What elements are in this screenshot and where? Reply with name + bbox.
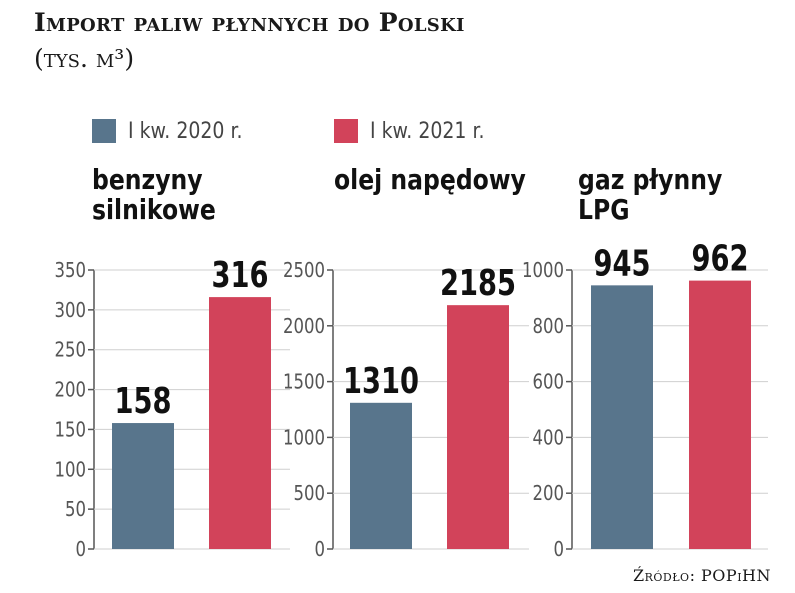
tick-label-gaz: 200 <box>533 481 565 505</box>
tick-label-benzyny: 250 <box>55 338 87 362</box>
legend-item-2020: I kw. 2020 r. <box>92 118 261 144</box>
source-note: Źródło: POPiHN <box>632 566 771 585</box>
panel-title-gaz: gaz płynny LPG <box>578 163 723 226</box>
tick-label-benzyny: 300 <box>55 298 87 322</box>
tick-label-benzyny: 0 <box>76 537 87 561</box>
tick-label-olej: 0 <box>315 537 326 561</box>
data-label-gaz-2020: 945 <box>594 243 651 284</box>
bar-olej-2020 <box>350 402 412 549</box>
data-label-olej-2021: 2185 <box>440 263 516 304</box>
tick-label-benzyny: 50 <box>65 497 86 521</box>
data-label-olej-2020: 1310 <box>343 361 419 402</box>
tick-label-olej: 1500 <box>283 370 325 394</box>
bar-benzyny-2020 <box>112 423 174 549</box>
legend-item-2021: I kw. 2021 r. <box>334 118 503 144</box>
chart-title: Import paliw płynnych do Polski <box>34 8 465 37</box>
data-label-benzyny-2020: 158 <box>115 381 172 422</box>
tick-label-olej: 500 <box>294 481 326 505</box>
bar-olej-2021 <box>447 305 509 549</box>
tick-label-olej: 2000 <box>283 314 325 338</box>
tick-label-benzyny: 200 <box>55 378 87 402</box>
legend-label-2021: I kw. 2021 r. <box>370 118 485 144</box>
panel-title-olej: olej napędowy <box>334 163 526 196</box>
bar-gaz-2020 <box>591 285 653 549</box>
legend-swatch-2021 <box>334 119 358 143</box>
legend-swatch-2020 <box>92 119 116 143</box>
tick-label-olej: 1000 <box>283 425 325 449</box>
chart-unit: (tys. m³) <box>34 44 135 73</box>
tick-label-gaz: 400 <box>533 425 565 449</box>
tick-label-gaz: 0 <box>554 537 565 561</box>
data-label-gaz-2021: 962 <box>692 239 749 280</box>
tick-label-gaz: 1000 <box>522 258 564 282</box>
tick-label-gaz: 800 <box>533 314 565 338</box>
bar-benzyny-2021 <box>209 297 271 549</box>
data-label-benzyny-2021: 316 <box>212 255 269 296</box>
tick-label-benzyny: 350 <box>55 258 87 282</box>
tick-label-benzyny: 150 <box>55 417 87 441</box>
bar-gaz-2021 <box>689 280 751 549</box>
tick-label-olej: 2500 <box>283 258 325 282</box>
tick-label-gaz: 600 <box>533 370 565 394</box>
panel-title-benzyny: benzyny silnikowe <box>92 163 216 226</box>
legend-label-2020: I kw. 2020 r. <box>128 118 243 144</box>
tick-label-benzyny: 100 <box>55 457 87 481</box>
